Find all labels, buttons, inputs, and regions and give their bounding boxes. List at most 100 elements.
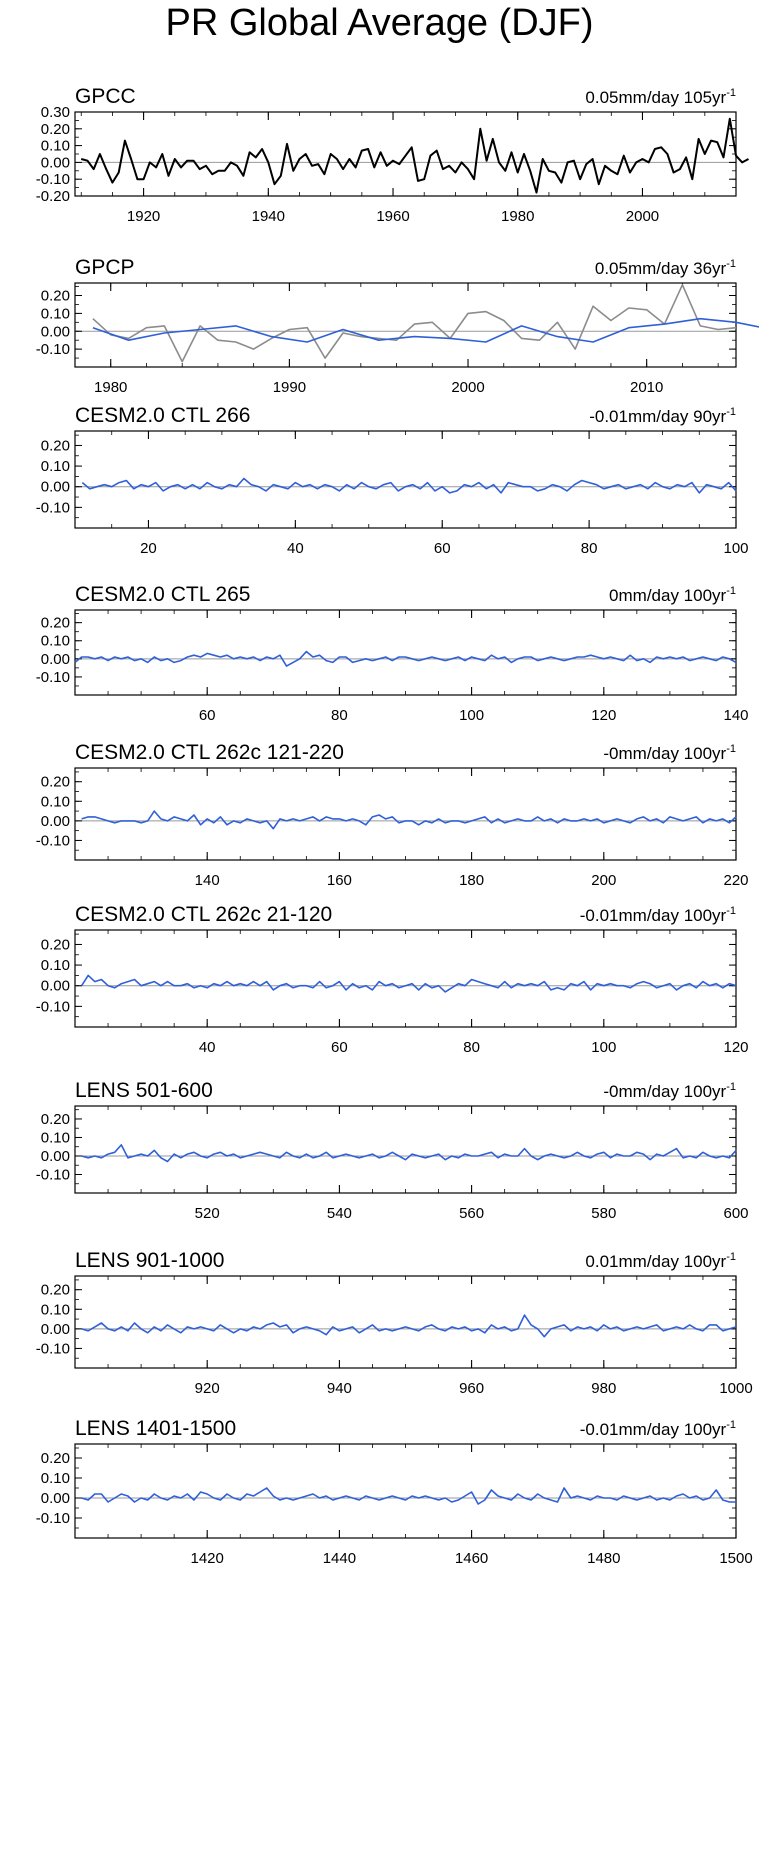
x-tick-label: 1460	[455, 1550, 488, 1567]
y-tick-label: 0.20	[41, 121, 70, 138]
y-tick-label: 0.00	[41, 813, 70, 830]
panel-8: LENS 901-1000 0.01mm/day 100yr-1 -0.10 0.00…	[36, 1249, 753, 1397]
y-tick-label: -0.10	[36, 998, 70, 1015]
trend-label: -0.01mm/day 100yr-1	[580, 1419, 736, 1439]
x-tick-label: 920	[195, 1380, 220, 1397]
y-tick-label: 0.10	[41, 458, 70, 475]
x-tick-label: 1440	[323, 1550, 356, 1567]
series-line-gpcp	[92, 283, 737, 363]
trend-exponent: -1	[726, 1251, 736, 1263]
x-tick-label: 140	[723, 707, 748, 724]
panel-6: CESM2.0 CTL 262c 21-120 -0.01mm/day 100yr…	[36, 903, 749, 1056]
y-tick-label: 0.20	[41, 1111, 70, 1128]
x-tick-label: 1980	[94, 379, 127, 396]
plot-frame	[74, 609, 737, 696]
y-tick-label: 0.10	[41, 1129, 70, 1146]
trend-label: 0mm/day 100yr-1	[609, 585, 736, 605]
x-tick-label: 980	[591, 1380, 616, 1397]
x-tick-label: 520	[195, 1205, 220, 1222]
y-tick-label: 0.00	[41, 651, 70, 668]
trend-exponent: -1	[726, 743, 736, 755]
x-tick-label: 120	[591, 707, 616, 724]
x-tick-label: 940	[327, 1380, 352, 1397]
y-tick-label: 0.00	[41, 1321, 70, 1338]
x-tick-label: 1500	[719, 1550, 752, 1567]
y-tick-label: -0.10	[36, 1166, 70, 1183]
y-tick-label: -0.10	[36, 171, 70, 188]
y-tick-label: 0.20	[41, 288, 70, 305]
x-tick-label: 100	[723, 540, 748, 557]
y-tick-label: 0.20	[41, 615, 70, 632]
y-tick-label: 0.30	[41, 104, 70, 121]
x-tick-label: 560	[459, 1205, 484, 1222]
y-tick-label: 0.00	[41, 978, 70, 995]
y-tick-label: 0.00	[41, 1148, 70, 1165]
panel-1: GPCC 0.05mm/day 105yr-1 -0.20-0.100.000.10…	[36, 85, 749, 225]
x-tick-label: 180	[459, 872, 484, 889]
x-tick-label: 100	[459, 707, 484, 724]
panel-label: CESM2.0 CTL 265	[75, 583, 250, 606]
plot-frame	[74, 1443, 737, 1539]
y-tick-label: 0.10	[41, 305, 70, 322]
trend-label: 0.05mm/day 105yr-1	[585, 87, 736, 107]
panel-label: CESM2.0 CTL 262c 21-120	[75, 903, 332, 926]
panel-2: GPCP 0.05mm/day 36yr-1 -0.100.000.100.20 19…	[36, 256, 759, 396]
y-tick-label: 0.00	[41, 154, 70, 171]
trend-label: 0.05mm/day 36yr-1	[595, 258, 736, 278]
series-line-ctl-265	[74, 650, 737, 667]
x-tick-label: 160	[327, 872, 352, 889]
y-tick-label: -0.10	[36, 341, 70, 358]
x-tick-label: 200	[591, 872, 616, 889]
series-line-lens-901-1000	[81, 1314, 737, 1338]
panel-label: LENS 501-600	[75, 1079, 213, 1102]
trend-exponent: -1	[726, 1419, 736, 1431]
x-tick-label: 2010	[630, 379, 663, 396]
x-tick-label: 1940	[252, 208, 285, 225]
series-line-ctl-262c-121-220	[81, 810, 737, 830]
y-tick-label: 0.10	[41, 1470, 70, 1487]
trend-label: -0.01mm/day 100yr-1	[580, 905, 736, 925]
trend-exponent: -1	[726, 905, 736, 917]
y-tick-label: -0.10	[36, 832, 70, 849]
panel-label: GPCP	[75, 256, 135, 279]
panel-label: GPCC	[75, 85, 136, 108]
y-tick-label: 0.20	[41, 1450, 70, 1467]
y-tick-label: 0.10	[41, 793, 70, 810]
y-tick-label: 0.10	[41, 633, 70, 650]
x-tick-label: 60	[434, 540, 451, 557]
page-title: PR Global Average (DJF)	[165, 2, 594, 44]
x-tick-label: 60	[199, 707, 216, 724]
x-tick-label: 80	[581, 540, 598, 557]
x-tick-label: 1000	[719, 1380, 752, 1397]
x-tick-label: 140	[195, 872, 220, 889]
x-tick-label: 40	[287, 540, 304, 557]
x-tick-label: 1420	[191, 1550, 224, 1567]
x-tick-label: 960	[459, 1380, 484, 1397]
y-tick-label: 0.20	[41, 1282, 70, 1299]
y-tick-label: 0.10	[41, 957, 70, 974]
x-tick-label: 1990	[273, 379, 306, 396]
x-tick-label: 1480	[587, 1550, 620, 1567]
y-tick-label: -0.10	[36, 499, 70, 516]
trend-label: -0.01mm/day 90yr-1	[589, 406, 736, 426]
y-tick-label: -0.10	[36, 1510, 70, 1527]
y-tick-label: 0.10	[41, 1301, 70, 1318]
plot-frame	[74, 929, 737, 1028]
series-line-ctl-262c-21-120	[80, 974, 737, 993]
plot-frame	[74, 282, 737, 368]
x-tick-label: 60	[331, 1039, 348, 1056]
panel-label: CESM2.0 CTL 262c 121-220	[75, 741, 344, 764]
y-tick-label: -0.10	[36, 669, 70, 686]
y-tick-label: 0.20	[41, 774, 70, 791]
trend-exponent: -1	[726, 406, 736, 418]
panel-3: CESM2.0 CTL 266 -0.01mm/day 90yr-1 -0.10 0.…	[36, 404, 749, 557]
x-tick-label: 20	[140, 540, 157, 557]
y-tick-label: 0.00	[41, 323, 70, 340]
x-tick-label: 40	[199, 1039, 216, 1056]
trend-label: 0.01mm/day 100yr-1	[585, 1251, 736, 1271]
series-line-gpcc	[80, 117, 749, 194]
y-tick-label: 0.00	[41, 479, 70, 496]
plot-frame	[74, 111, 737, 197]
trend-label: -0mm/day 100yr-1	[603, 1081, 736, 1101]
